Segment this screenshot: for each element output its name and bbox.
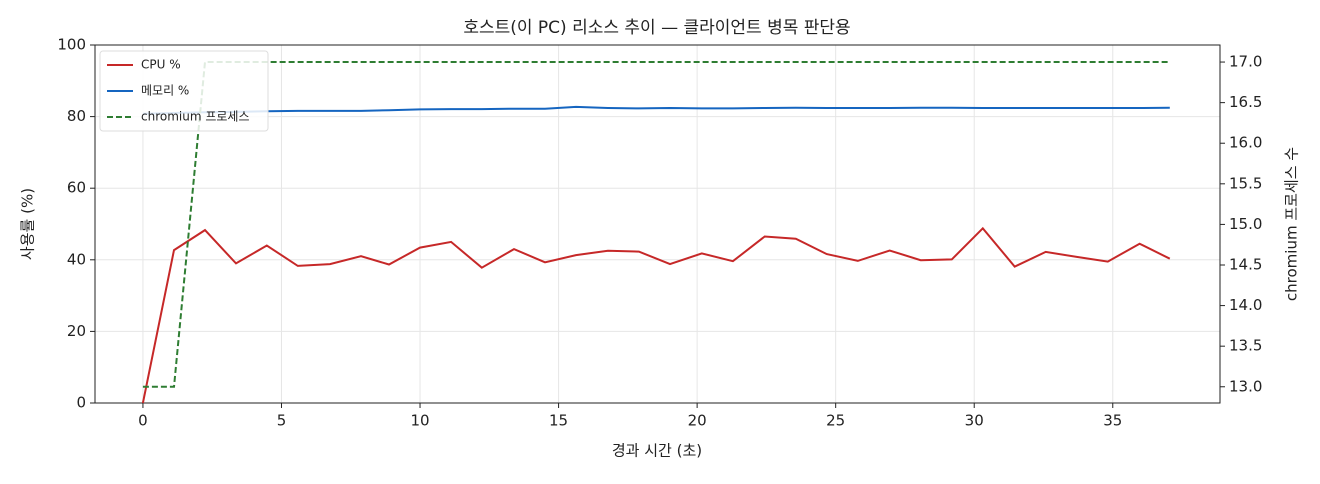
x-tick-label: 35 [1103, 412, 1122, 430]
x-axis-label: 경과 시간 (초) [612, 442, 702, 460]
x-tick-label: 5 [277, 412, 287, 430]
y-tick-label: 20 [67, 322, 86, 340]
series-line [142, 61, 1170, 388]
legend-label: 메모리 % [141, 84, 189, 98]
x-tick-label: 30 [965, 412, 984, 430]
y2-tick-label: 16.0 [1229, 134, 1262, 152]
x-tick-label: 20 [688, 412, 707, 430]
y2-tick-label: 15.0 [1229, 215, 1262, 233]
x-tick-label: 25 [826, 412, 845, 430]
y-tick-label: 80 [67, 107, 86, 125]
y2-tick-label: 13.0 [1229, 377, 1262, 395]
legend-box [99, 50, 269, 132]
x-tick-label: 10 [410, 412, 429, 430]
y-axis-label: 사용률 (%) [19, 188, 37, 260]
y2-tick-label: 15.5 [1229, 174, 1262, 192]
y2-tick-label: 17.0 [1229, 53, 1262, 71]
legend-label: chromium 프로세스 [141, 110, 250, 124]
series-line [141, 226, 1171, 404]
legend-label: CPU % [141, 58, 181, 72]
x-tick-label: 0 [138, 412, 148, 430]
y-tick-label: 0 [76, 394, 86, 412]
y2-tick-label: 13.5 [1229, 337, 1262, 355]
y-tick-label: 100 [57, 36, 86, 54]
y-tick-label: 40 [67, 250, 86, 268]
y2-axis-label: chromium 프로세스 수 [1283, 147, 1301, 301]
plot-frame [94, 44, 1221, 404]
series-line [142, 105, 1170, 115]
y2-tick-label: 14.0 [1229, 296, 1262, 314]
y2-tick-label: 14.5 [1229, 255, 1262, 273]
x-tick-label: 15 [549, 412, 568, 430]
chart-title: 호스트(이 PC) 리소스 추이 — 클라이언트 병목 판단용 [463, 18, 850, 38]
y-tick-label: 60 [67, 179, 86, 197]
y2-tick-label: 16.5 [1229, 93, 1262, 111]
